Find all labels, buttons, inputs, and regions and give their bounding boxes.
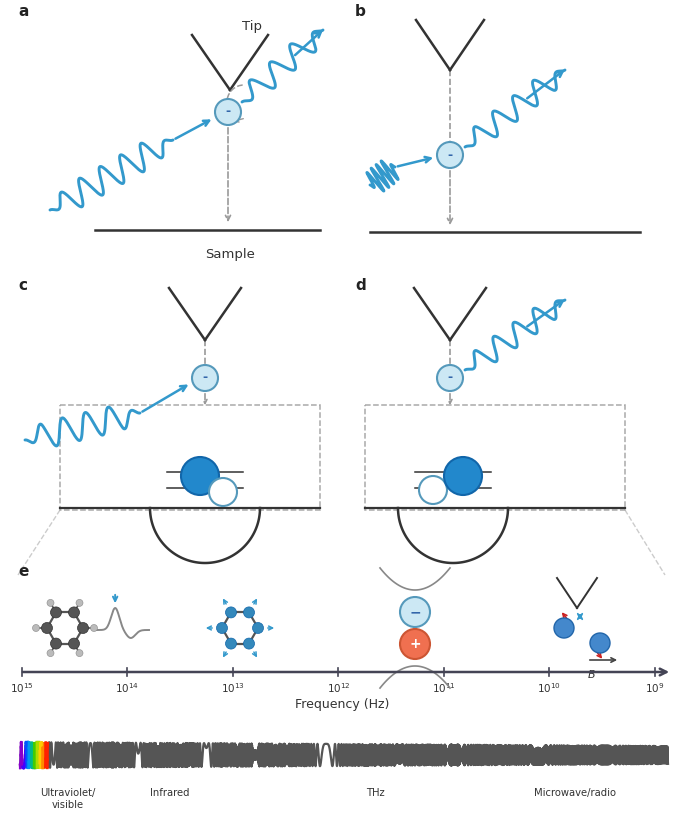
Circle shape (419, 476, 447, 504)
Circle shape (400, 629, 430, 659)
Text: Tip: Tip (242, 20, 262, 33)
Circle shape (243, 638, 255, 649)
Circle shape (76, 649, 83, 657)
Circle shape (42, 622, 53, 634)
Circle shape (47, 649, 54, 657)
Circle shape (444, 457, 482, 495)
Text: d: d (355, 278, 366, 293)
Circle shape (209, 478, 237, 506)
Circle shape (47, 600, 54, 606)
Circle shape (51, 638, 62, 649)
Text: b: b (355, 4, 366, 19)
Text: c: c (18, 278, 27, 293)
Circle shape (253, 622, 264, 634)
Text: Frequency (Hz): Frequency (Hz) (295, 698, 389, 711)
Circle shape (90, 625, 97, 631)
Text: -: - (225, 106, 231, 119)
Text: -: - (447, 372, 453, 384)
Text: $10^{13}$: $10^{13}$ (221, 681, 245, 695)
Circle shape (32, 625, 40, 631)
Text: $10^{9}$: $10^{9}$ (645, 681, 664, 695)
Circle shape (216, 622, 227, 634)
Text: +: + (409, 637, 421, 651)
Text: Infrared: Infrared (150, 788, 190, 798)
Text: Sample: Sample (205, 248, 255, 261)
Circle shape (181, 457, 219, 495)
Text: $10^{12}$: $10^{12}$ (327, 681, 351, 695)
Text: e: e (18, 564, 28, 579)
Circle shape (243, 607, 255, 618)
Circle shape (68, 607, 79, 618)
Text: $10^{11}$: $10^{11}$ (432, 681, 456, 695)
Circle shape (77, 622, 88, 634)
Text: Microwave/radio: Microwave/radio (534, 788, 616, 798)
Circle shape (225, 638, 236, 649)
Text: $10^{14}$: $10^{14}$ (116, 681, 140, 695)
Circle shape (51, 607, 62, 618)
Text: a: a (18, 4, 28, 19)
Circle shape (68, 638, 79, 649)
Text: −: − (409, 605, 421, 619)
Circle shape (437, 142, 463, 168)
Circle shape (215, 99, 241, 125)
Circle shape (590, 633, 610, 653)
Circle shape (225, 607, 236, 618)
Text: -: - (203, 372, 208, 384)
Text: -: - (447, 148, 453, 161)
Circle shape (400, 597, 430, 627)
Text: $10^{10}$: $10^{10}$ (538, 681, 562, 695)
Text: $10^{15}$: $10^{15}$ (10, 681, 34, 695)
Circle shape (437, 365, 463, 391)
Text: THz: THz (366, 788, 384, 798)
Text: $B$: $B$ (587, 668, 596, 680)
Circle shape (554, 618, 574, 638)
Circle shape (76, 600, 83, 606)
Text: Ultraviolet/
visible: Ultraviolet/ visible (40, 788, 96, 810)
Circle shape (192, 365, 218, 391)
